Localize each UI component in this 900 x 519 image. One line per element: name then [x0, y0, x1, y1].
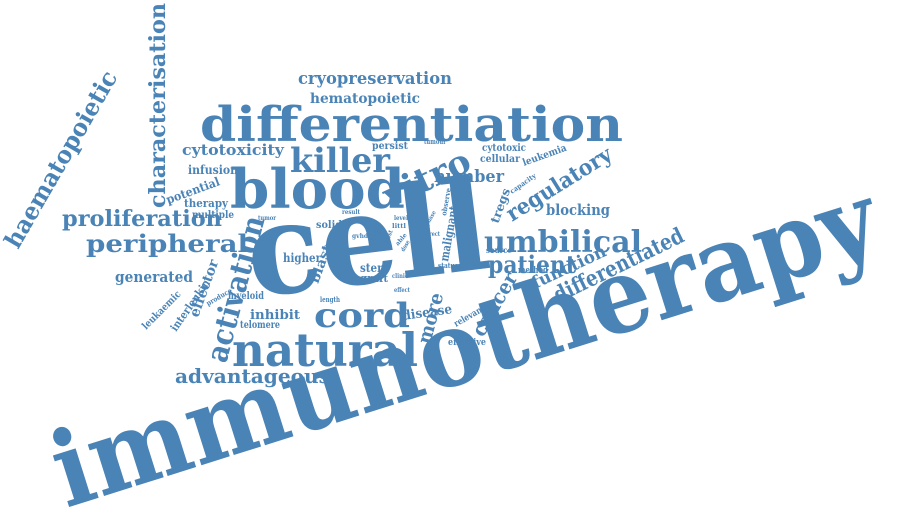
word-level: level	[394, 215, 409, 222]
word-hematopoietic: hematopoietic	[310, 91, 420, 107]
word-characterisation: characterisation	[145, 3, 171, 208]
word-solid: solid	[316, 220, 342, 231]
word-tumour: tumour	[424, 137, 446, 146]
word-disease: disease	[401, 302, 453, 324]
word-method: method	[518, 266, 549, 276]
word-cytotoxic: cytotoxic	[482, 143, 526, 154]
word-status: status	[438, 261, 458, 270]
word-result: result	[342, 209, 360, 216]
word-differentiation: differentiation	[200, 97, 623, 153]
word-therapy: therapy	[184, 197, 229, 210]
word-myeloid: myeloid	[228, 291, 264, 302]
word-host: host	[383, 229, 394, 245]
word-peripheral: peripheral	[86, 229, 248, 258]
word-blood: blood	[230, 157, 405, 221]
word-infusion: infusion	[188, 163, 238, 177]
word-cellular: cellular	[480, 154, 521, 165]
word-cytotoxicity: cytotoxicity	[182, 141, 285, 159]
word-natural: natural	[232, 323, 418, 377]
word-clinic: clinic	[392, 273, 408, 280]
word-advantageous: advantageous	[175, 364, 330, 388]
word-blocking: blocking	[546, 201, 610, 219]
word-effective: effective	[448, 338, 486, 348]
word-number: number	[434, 167, 505, 187]
word-umbilical: umbilical	[484, 225, 642, 260]
word-stem: stem	[360, 261, 388, 275]
word-direct: direct	[424, 231, 440, 238]
word-killer: killer	[290, 141, 391, 181]
word-multiple: multiple	[192, 210, 234, 221]
word-graft: graft	[360, 272, 389, 285]
word-telomere: telomere	[240, 320, 280, 331]
word-proliferation: proliferation	[62, 206, 222, 232]
word-cryopreservation: cryopreservation	[298, 69, 452, 89]
word-tumor: tumor	[258, 215, 277, 222]
word-persist: persist	[372, 141, 408, 152]
word-source: source	[486, 245, 512, 255]
word-cell: cell	[238, 150, 497, 327]
word-patient: patient	[488, 250, 576, 279]
word-effect: effect	[394, 287, 410, 294]
word-length: length	[320, 295, 340, 304]
word-littl: littl	[392, 223, 407, 230]
word-higher: higher	[283, 251, 322, 265]
word-gvhd: gvhd	[352, 233, 369, 240]
word-inhibit: inhibit	[250, 308, 300, 323]
word-generated: generated	[115, 268, 193, 286]
word-cord: cord	[314, 296, 410, 336]
